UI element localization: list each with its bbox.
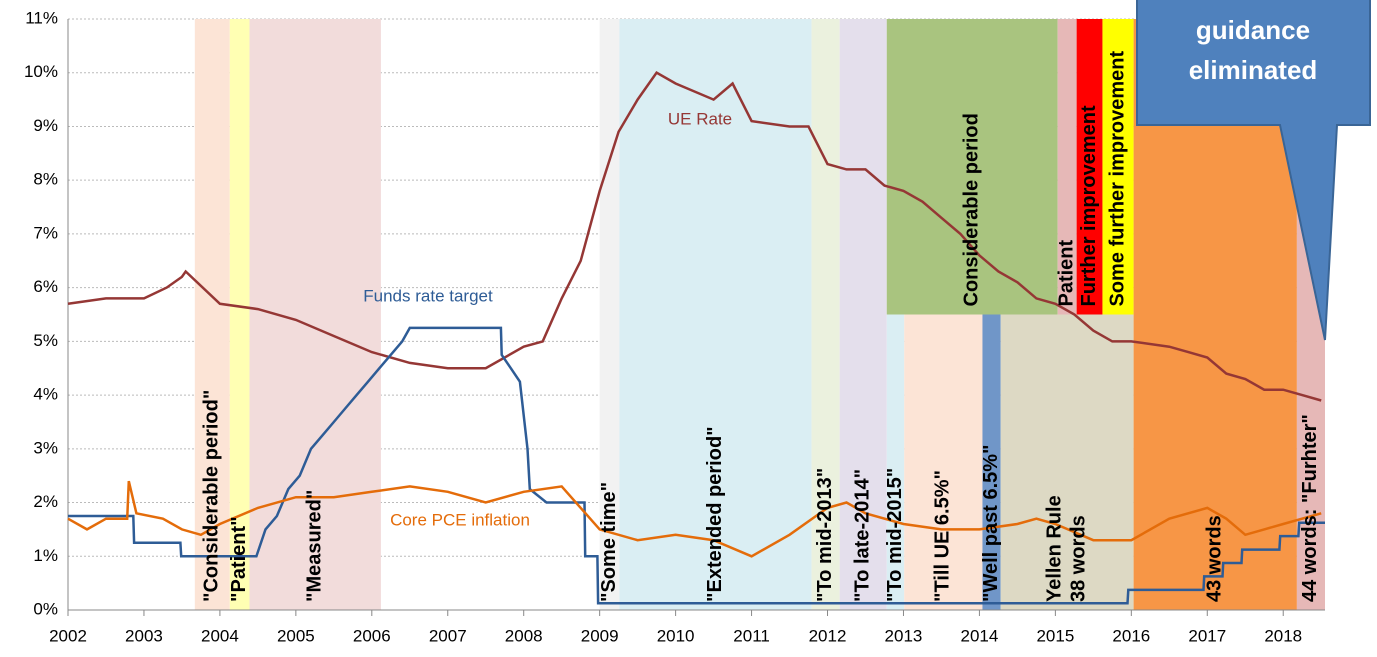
- y-tick-label: 4%: [33, 385, 58, 404]
- x-tick-label: 2007: [429, 626, 467, 645]
- region-label: 44 words: "Furhter": [1299, 414, 1321, 602]
- shaded-region: [1102, 19, 1134, 315]
- x-tick-label: 2009: [581, 626, 619, 645]
- shaded-region: [599, 19, 620, 610]
- region-label: "Considerable period": [201, 390, 223, 602]
- region-label: "Well past 6.5%": [980, 444, 1002, 602]
- series-label: UE Rate: [668, 109, 732, 128]
- region-label: "To late-2014": [851, 469, 873, 602]
- region-label: "Patient": [228, 516, 250, 602]
- x-tick-label: 2005: [277, 626, 315, 645]
- shaded-region: [1000, 314, 1134, 610]
- region-label: "Measured": [304, 490, 326, 602]
- region-label: Yellen Rule: [1043, 495, 1065, 602]
- shaded-region: [1076, 19, 1103, 315]
- x-tick-label: 2013: [885, 626, 923, 645]
- callout-text: guidance: [1196, 15, 1310, 45]
- x-tick-label: 2011: [733, 626, 770, 645]
- shaded-region: [249, 19, 381, 610]
- shaded-region: [1057, 19, 1077, 315]
- series-label: Core PCE inflation: [390, 510, 530, 529]
- y-tick-label: 3%: [33, 438, 58, 457]
- y-tick-label: 9%: [33, 116, 58, 135]
- x-tick-label: 2018: [1264, 626, 1302, 645]
- y-tick-label: 5%: [33, 331, 58, 350]
- y-tick-label: 2%: [33, 492, 58, 511]
- series-label: Funds rate target: [363, 286, 493, 305]
- region-label: "Extended period": [704, 426, 726, 602]
- shaded-region: [886, 19, 1058, 315]
- shaded-region: [811, 19, 840, 610]
- x-tick-label: 2012: [809, 626, 847, 645]
- region-label: Further improvement: [1078, 105, 1100, 306]
- shaded-region: [229, 19, 250, 610]
- x-tick-label: 2017: [1188, 626, 1226, 645]
- region-label: Considerable period: [960, 113, 982, 306]
- y-tick-label: 6%: [33, 277, 58, 296]
- y-tick-label: 11%: [25, 8, 58, 27]
- region-label: Some further improvement: [1106, 51, 1128, 307]
- callout-text: eliminated: [1189, 55, 1318, 85]
- shaded-region: [904, 314, 983, 610]
- shaded-region: [619, 19, 812, 610]
- x-tick-label: 2016: [1112, 626, 1150, 645]
- x-tick-label: 2002: [49, 626, 87, 645]
- shaded-region: [886, 314, 905, 610]
- x-tick-label: 2010: [657, 626, 695, 645]
- y-tick-label: 7%: [33, 223, 58, 242]
- y-tick-label: 0%: [33, 599, 58, 618]
- x-tick-label: 2004: [201, 626, 239, 645]
- region-label: "Till UE 6.5%": [932, 470, 954, 602]
- x-tick-label: 2015: [1036, 626, 1074, 645]
- x-tick-label: 2014: [961, 626, 999, 645]
- callout-box: [1136, 0, 1371, 341]
- region-label: 38 words: [1067, 515, 1089, 602]
- region-label: "To mid-2015": [884, 468, 906, 602]
- x-tick-label: 2006: [353, 626, 391, 645]
- x-tick-label: 2008: [505, 626, 543, 645]
- series-line: [67, 480, 1322, 558]
- series-line: [67, 71, 1322, 402]
- region-label: 43 words: [1204, 515, 1226, 602]
- region-label: "To mid-2013": [814, 468, 836, 602]
- x-tick-label: 2003: [125, 626, 163, 645]
- shaded-region: [982, 314, 1001, 610]
- y-tick-label: 10%: [24, 62, 58, 81]
- shaded-region: [194, 19, 230, 610]
- region-label: Patient: [1055, 239, 1077, 306]
- y-tick-label: 1%: [33, 546, 58, 565]
- region-label: "Some time": [598, 482, 620, 602]
- y-tick-label: 8%: [33, 170, 58, 189]
- series-line: [68, 326, 1325, 605]
